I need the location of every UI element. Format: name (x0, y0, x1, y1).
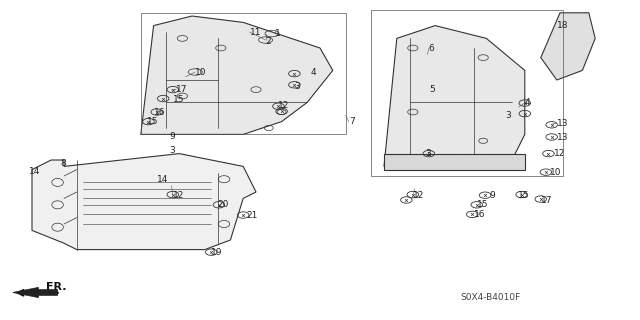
Text: 7: 7 (349, 117, 355, 126)
Text: 4: 4 (310, 68, 316, 76)
Text: 8: 8 (61, 159, 67, 168)
Text: 10: 10 (195, 68, 207, 76)
Text: 3: 3 (170, 146, 175, 155)
Text: 9: 9 (170, 132, 175, 140)
Text: 14: 14 (157, 175, 168, 184)
Text: 10: 10 (550, 168, 562, 177)
Polygon shape (32, 154, 256, 250)
Text: 12: 12 (278, 101, 290, 110)
Text: 15: 15 (147, 117, 159, 126)
Text: 18: 18 (557, 21, 568, 30)
Text: 19: 19 (211, 248, 223, 257)
Text: 3: 3 (506, 111, 511, 120)
Text: 1: 1 (275, 29, 281, 38)
Text: 9: 9 (490, 191, 495, 200)
Text: 4: 4 (525, 98, 531, 107)
Text: 3: 3 (426, 149, 431, 158)
Text: 6: 6 (429, 44, 435, 52)
Bar (141, 13, 346, 134)
Text: FR.: FR. (46, 282, 67, 292)
Text: 15: 15 (518, 191, 530, 200)
Text: 12: 12 (173, 191, 184, 200)
Text: 14: 14 (29, 167, 40, 176)
Text: 13: 13 (557, 133, 568, 142)
Text: 16: 16 (474, 210, 485, 219)
Text: 21: 21 (246, 212, 258, 220)
Text: 12: 12 (413, 191, 424, 200)
Text: 13: 13 (557, 119, 568, 128)
Polygon shape (541, 13, 595, 80)
Text: 11: 11 (250, 28, 261, 36)
Bar (371, 10, 563, 176)
Text: 5: 5 (429, 85, 435, 94)
Text: 16: 16 (154, 108, 165, 116)
Text: 15: 15 (173, 95, 184, 104)
Polygon shape (141, 16, 333, 134)
Text: S0X4-B4010F: S0X4-B4010F (461, 293, 521, 302)
Text: 17: 17 (541, 196, 552, 204)
Text: 12: 12 (554, 149, 565, 158)
Text: 2: 2 (266, 37, 271, 46)
Text: 17: 17 (176, 85, 188, 94)
Polygon shape (384, 26, 525, 170)
Text: 15: 15 (477, 200, 488, 209)
Polygon shape (384, 154, 525, 170)
Polygon shape (13, 287, 58, 298)
Text: 3: 3 (294, 82, 300, 91)
Text: 20: 20 (218, 200, 229, 209)
